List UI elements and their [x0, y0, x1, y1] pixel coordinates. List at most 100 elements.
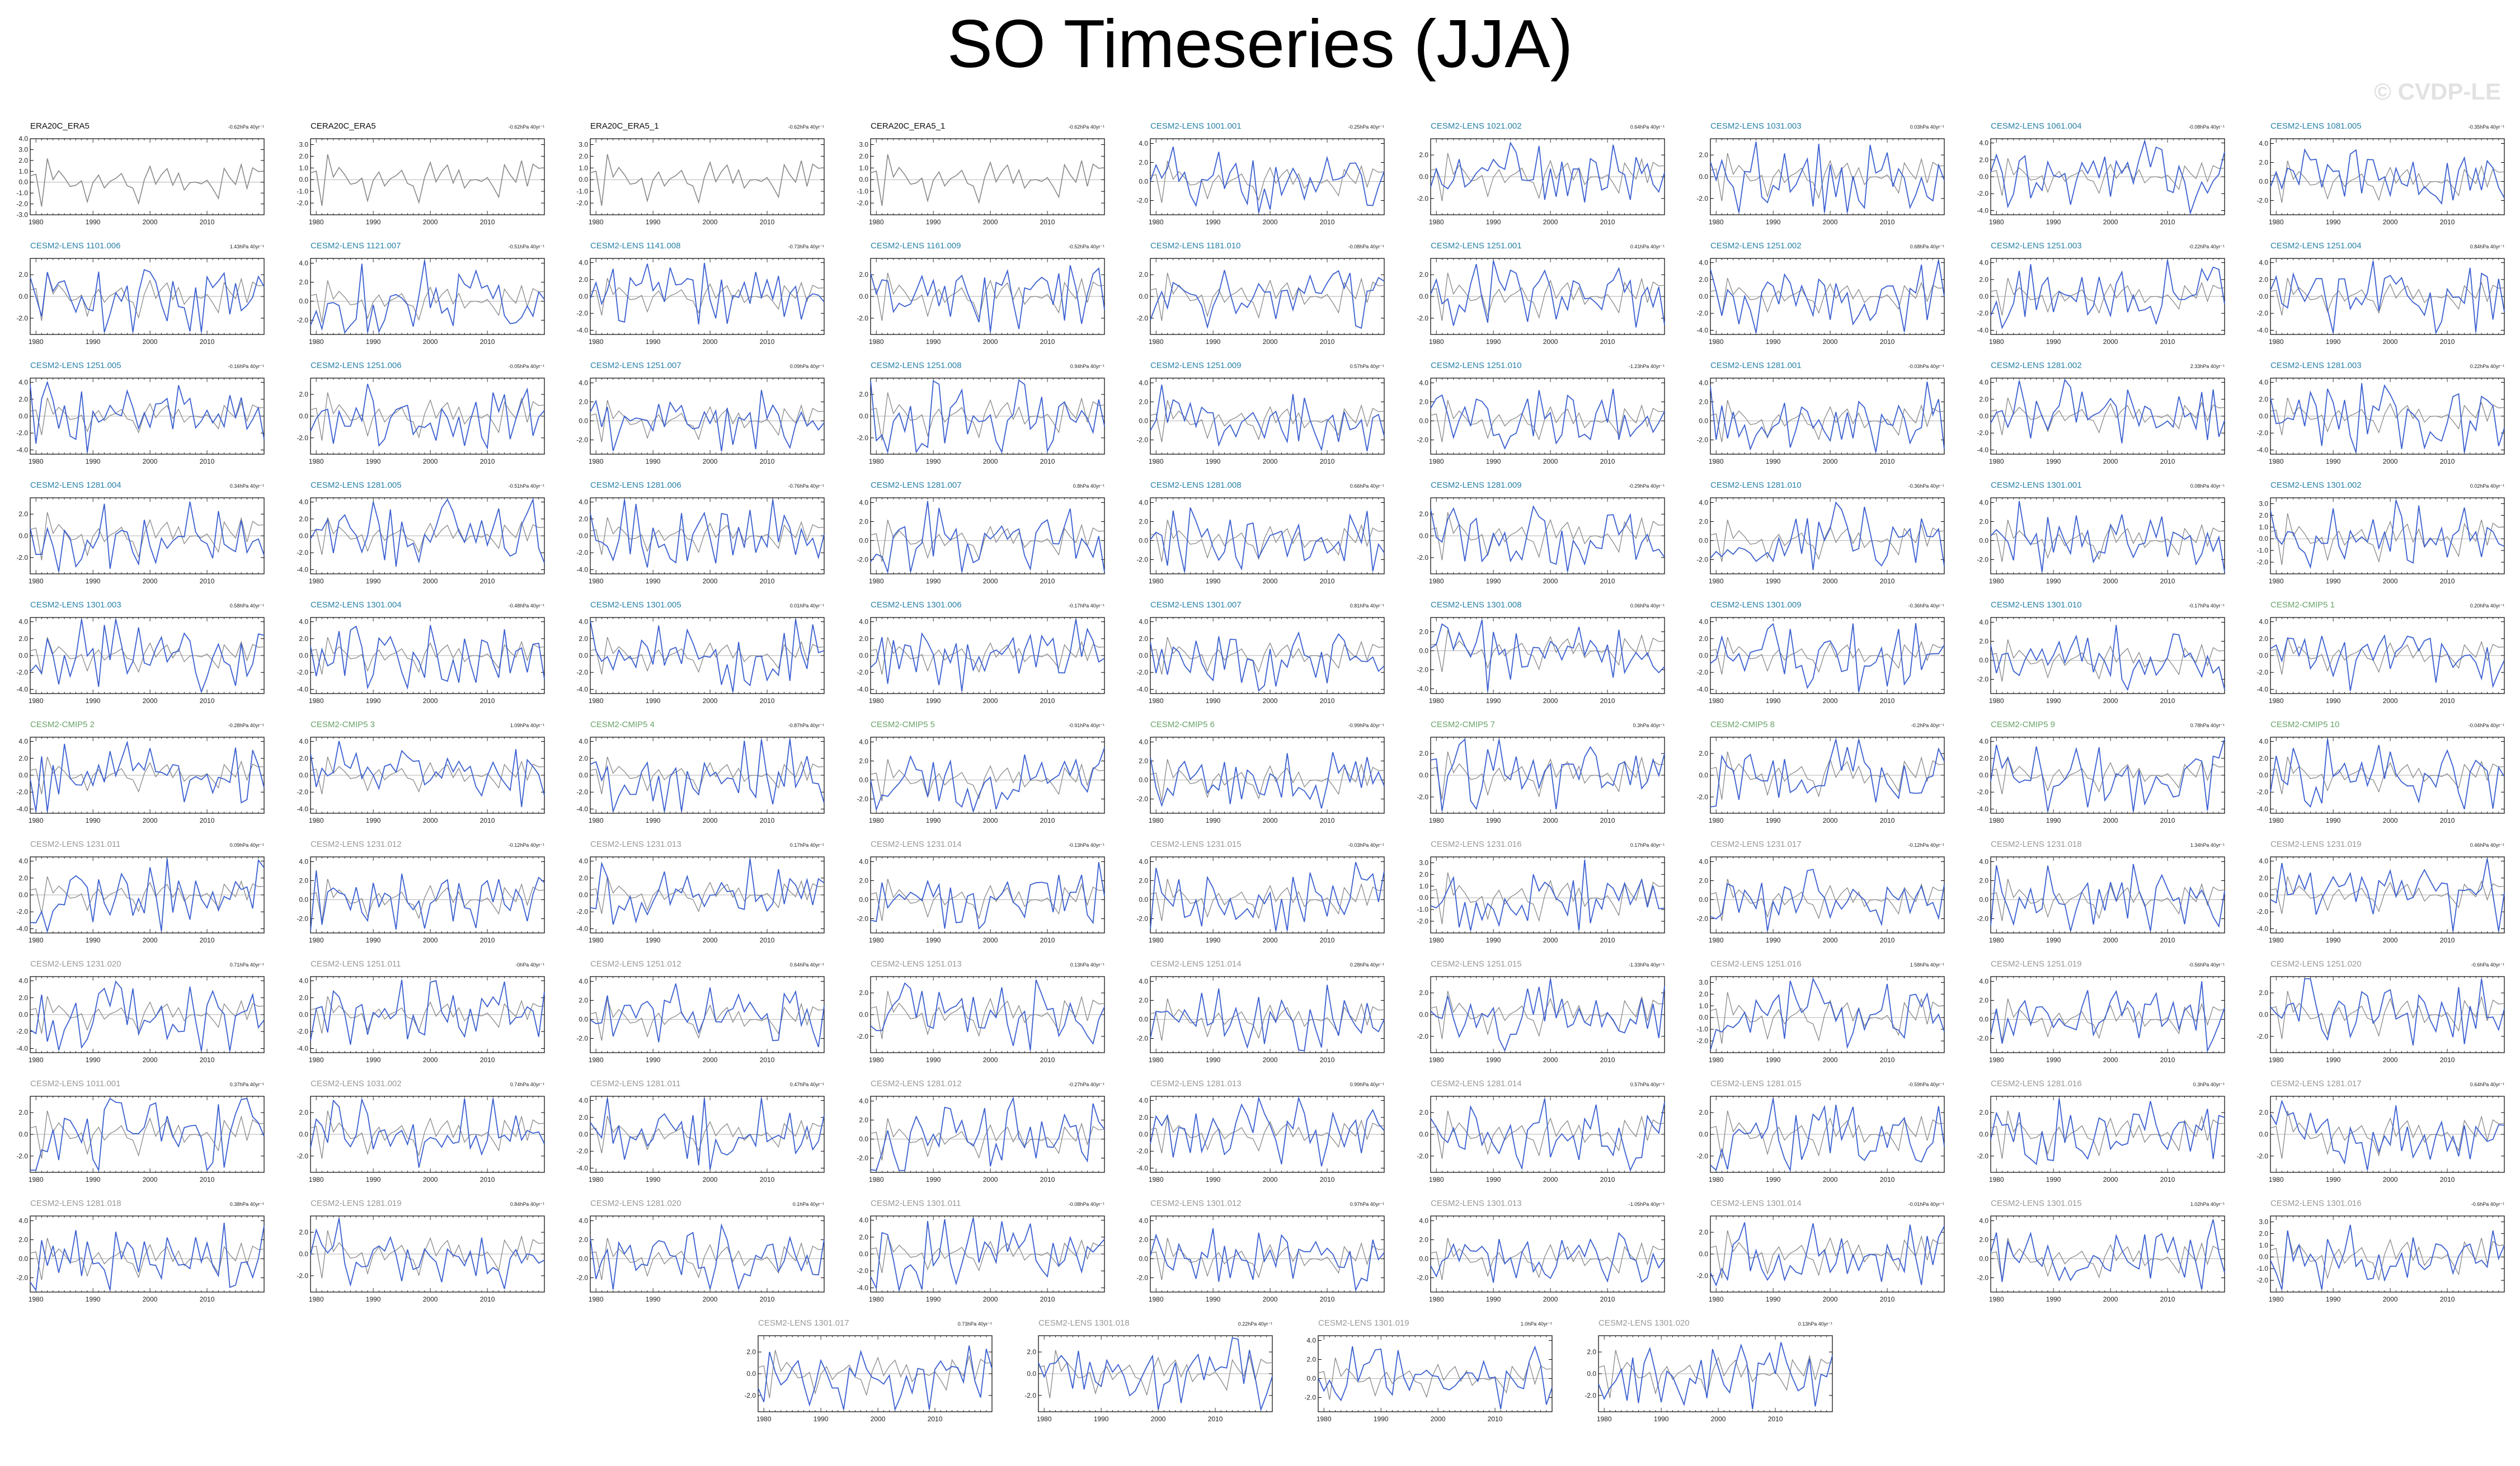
- y-tick-label: 2.0: [1699, 1228, 1708, 1236]
- x-tick-label: 1980: [1709, 458, 1724, 465]
- x-tick-label: 2010: [1600, 458, 1615, 465]
- x-tick-label: 1990: [925, 697, 941, 705]
- y-tick-label: 0.0: [1699, 652, 1708, 659]
- x-tick-label: 2010: [1600, 577, 1615, 585]
- panel-56: CESM2-LENS 1231.012 -0.12hPa 40yr⁻¹ 4.0 2.0…: [288, 837, 557, 949]
- x-tick-label: 2000: [1823, 697, 1838, 705]
- panel-34: CESM2-LENS 1281.010 -0.36hPa 40yr⁻¹ 4.0 2.0…: [1688, 478, 1957, 590]
- y-tick-label: -1.0: [297, 187, 308, 195]
- observed-series-line: [1430, 272, 1665, 321]
- y-tick-label: -4.0: [576, 1164, 588, 1172]
- y-tick-label: 2.0: [859, 390, 868, 398]
- y-tick-label: -2.0: [857, 1154, 868, 1162]
- y-tick-label: 3.0: [299, 140, 308, 148]
- panel-trend: 0.64hPa 40yr⁻¹: [2470, 1082, 2504, 1087]
- model-series-line: [1430, 1232, 1665, 1283]
- y-tick-label: -2.0: [857, 1033, 868, 1040]
- panel-trend: 0.57hPa 40yr⁻¹: [1350, 364, 1384, 369]
- observed-series-line: [2270, 397, 2505, 435]
- y-tick-label: -4.0: [1696, 326, 1708, 334]
- panel-title: CESM2-LENS 1281.011: [590, 1079, 680, 1088]
- y-tick-label: -2.0: [16, 200, 28, 208]
- x-tick-label: 2010: [2440, 1295, 2455, 1303]
- observed-series-line: [1710, 520, 1945, 562]
- x-tick-label: 1980: [29, 338, 44, 346]
- y-tick-label: -1.0: [576, 187, 588, 195]
- y-tick-label: 2.0: [859, 271, 868, 279]
- model-series-line: [1430, 388, 1665, 450]
- panel-trend: 0.46hPa 40yr⁻¹: [2470, 842, 2504, 848]
- panel-87: CESM2-LENS 1301.013 -1.05hPa 40yr⁻¹ 4.0 2.0…: [1408, 1196, 1677, 1308]
- x-tick-label: 1990: [1485, 338, 1501, 346]
- y-tick-label: 0.0: [1139, 1255, 1148, 1263]
- observed-series-line: [30, 996, 265, 1034]
- panel-67: CESM2-LENS 1251.013 0.13hPa 40yr⁻¹ 2.0 0.0 -…: [848, 956, 1117, 1068]
- x-tick-label: 2000: [422, 1295, 438, 1303]
- x-tick-label: 2000: [2383, 218, 2398, 226]
- panel-title: CESM2-LENS 1251.012: [590, 959, 681, 969]
- y-tick-label: -2.0: [1136, 556, 1148, 564]
- x-tick-label: 2000: [982, 1295, 998, 1303]
- y-tick-label: 0.0: [18, 532, 28, 540]
- model-series-line: [1430, 859, 1665, 931]
- y-tick-label: 4.0: [1139, 140, 1148, 148]
- panel-title: CESM2-CMIP5 10: [2270, 720, 2339, 729]
- x-tick-label: 2010: [1880, 817, 1895, 824]
- x-tick-label: 1990: [2046, 338, 2061, 346]
- panel-trend: 0.78hPa 40yr⁻¹: [2190, 723, 2224, 728]
- y-tick-label: 4.0: [2259, 140, 2268, 148]
- y-tick-label: -2.0: [744, 1392, 756, 1399]
- panel-37: CESM2-LENS 1301.003 0.58hPa 40yr⁻¹ 4.0 2.0 0…: [8, 597, 276, 709]
- y-tick-label: 2.0: [1139, 1236, 1148, 1244]
- y-tick-label: 2.0: [2259, 874, 2268, 882]
- y-tick-label: 3.0: [18, 145, 28, 153]
- y-tick-label: 2.0: [1139, 398, 1148, 406]
- y-tick-label: 4.0: [579, 1217, 588, 1225]
- y-tick-label: 1.0: [859, 164, 868, 172]
- x-tick-label: 2010: [2440, 338, 2455, 346]
- y-tick-label: 0.0: [1419, 894, 1428, 902]
- panel-trend: 0.68hPa 40yr⁻¹: [1910, 244, 1944, 249]
- y-tick-label: 4.0: [859, 618, 868, 626]
- x-tick-label: 2010: [1320, 1056, 1335, 1064]
- x-tick-label: 2010: [479, 817, 495, 824]
- x-tick-label: 1980: [1428, 817, 1444, 824]
- x-tick-label: 1990: [1206, 697, 1221, 705]
- panel-55: CESM2-LENS 1231.011 0.09hPa 40yr⁻¹ 4.0 2.0 0…: [8, 837, 276, 949]
- x-tick-label: 1990: [2046, 1176, 2061, 1184]
- model-series-line: [1710, 869, 1945, 931]
- model-series-line: [869, 501, 1105, 574]
- x-tick-label: 2010: [1040, 1295, 1055, 1303]
- panel-chart: CESM2-LENS 1001.001 -0.25hPa 40yr⁻¹ 4.0 2.0…: [1136, 121, 1385, 226]
- y-tick-label: 0.0: [299, 1011, 308, 1019]
- panel-trend: 0.06hPa 40yr⁻¹: [1630, 603, 1664, 609]
- panel-chart: CESM2-LENS 1031.002 0.74hPa 40yr⁻¹ 2.0 0.0 -…: [297, 1079, 545, 1184]
- y-tick-label: 4.0: [859, 858, 868, 866]
- panel-title: CESM2-LENS 1251.011: [311, 959, 401, 969]
- y-tick-label: 4.0: [579, 1097, 588, 1105]
- panel-12: CESM2-LENS 1141.008 -0.73hPa 40yr⁻¹ 4.0 2.0…: [568, 238, 836, 350]
- model-series-line: [1430, 260, 1665, 328]
- panel-32: CESM2-LENS 1281.008 0.66hPa 40yr⁻¹ 4.0 2.0 0…: [1128, 478, 1397, 590]
- y-tick-label: 2.0: [1139, 635, 1148, 643]
- panel-trend: -0.2hPa 40yr⁻¹: [1911, 723, 1944, 728]
- panel-chart: CESM2-LENS 1281.019 0.84hPa 40yr⁻¹ 2.0 0.0 -…: [297, 1199, 545, 1303]
- panel-title: CESM2-LENS 1301.020: [1598, 1318, 1690, 1328]
- panel-trend: 0.41hPa 40yr⁻¹: [1630, 244, 1664, 249]
- y-tick-label: 4.0: [1139, 1097, 1148, 1105]
- panel-trend: -0.36hPa 40yr⁻¹: [1908, 603, 1944, 609]
- x-tick-label: 1990: [814, 1415, 829, 1423]
- model-series-line: [870, 1096, 1105, 1171]
- y-tick-label: 2.0: [1699, 276, 1708, 284]
- panel-chart: CESM2-LENS 1281.006 -0.76hPa 40yr⁻¹ 4.0 2.0…: [576, 480, 825, 585]
- y-tick-label: 0.0: [1979, 896, 1988, 904]
- x-tick-label: 2000: [422, 1056, 438, 1064]
- observed-series-line: [1990, 277, 2225, 315]
- y-tick-label: -4.0: [1136, 1164, 1148, 1172]
- x-tick-label: 1980: [1709, 1056, 1724, 1064]
- x-tick-label: 1980: [29, 817, 44, 824]
- observed-series-line: [2270, 1231, 2505, 1284]
- x-tick-label: 1980: [1709, 1176, 1724, 1184]
- model-series-line: [2270, 1224, 2505, 1290]
- x-tick-label: 2010: [2440, 1056, 2455, 1064]
